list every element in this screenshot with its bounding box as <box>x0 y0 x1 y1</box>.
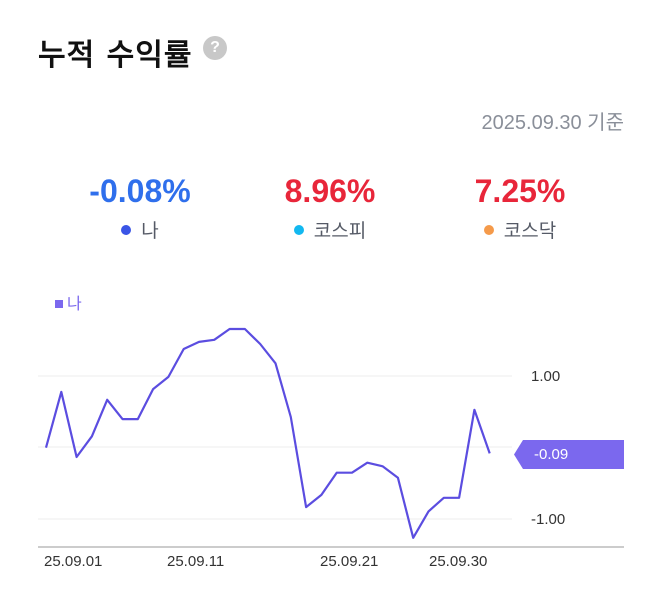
y-tick: -1.00 <box>531 511 566 528</box>
chart-legend[interactable]: 나 <box>55 290 82 314</box>
question-circle-icon[interactable]: ? <box>203 36 227 60</box>
stat-value: 8.96% <box>284 173 376 209</box>
stat-label: 코스피 <box>313 221 367 242</box>
y-tick: 1.00 <box>531 368 561 385</box>
stat-kosdaq: 7.25% 코스닥 <box>440 173 600 243</box>
dot-icon <box>483 225 494 235</box>
stat-me: -0.08% 나 <box>60 173 220 243</box>
current-value: -0.09 <box>534 446 569 463</box>
legend-square-icon <box>55 300 63 308</box>
stat-value: 7.25% <box>474 173 566 209</box>
stat-label: 나 <box>141 221 159 242</box>
stat-kospi: 8.96% 코스피 <box>250 173 410 243</box>
x-tick: 25.09.01 <box>44 553 103 570</box>
stat-label-row: 코스닥 <box>440 216 600 243</box>
stat-value: -0.08% <box>89 173 191 209</box>
x-tick: 25.09.11 <box>167 553 225 570</box>
x-tick: 25.09.21 <box>320 553 379 570</box>
x-tick: 25.09.30 <box>429 553 488 570</box>
page-title: 누적 수익률 <box>38 38 193 73</box>
stat-label-row: 코스피 <box>250 216 410 243</box>
stat-label-row: 나 <box>60 216 220 243</box>
dot-icon <box>293 225 304 235</box>
series-line-me <box>44 327 491 539</box>
stat-label: 코스닥 <box>503 221 557 242</box>
legend-label: 나 <box>67 296 82 313</box>
dot-icon <box>121 225 132 235</box>
current-value-badge: -0.09 <box>514 440 624 469</box>
as-of-date: 2025.09.30 기준 <box>481 112 624 134</box>
